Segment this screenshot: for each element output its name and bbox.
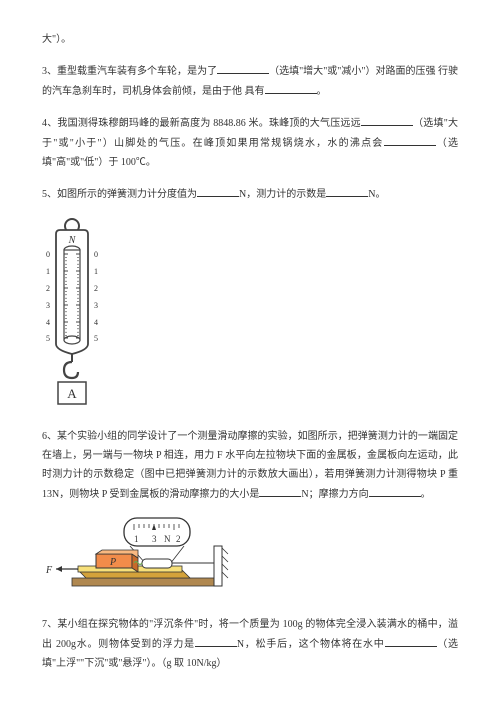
q4-blank2 (384, 133, 436, 146)
svg-text:4: 4 (46, 318, 50, 327)
svg-text:4: 4 (94, 318, 98, 327)
q3-a: 3、重型载重汽车装有多个车轮，是为了 (42, 66, 217, 77)
q3-blank1 (217, 61, 269, 74)
q4: 4、我国测得珠穆朗玛峰的最新高度为 8848.86 米。珠峰顶的大气压远远（选填… (42, 113, 458, 172)
svg-text:0: 0 (94, 250, 98, 259)
q5: 5、如图所示的弹簧测力计分度值为 N，测力计的示数是 N。 (42, 184, 458, 204)
q5-b: N，测力计的示数是 (239, 189, 326, 200)
q5-blank1 (197, 184, 239, 197)
svg-text:2: 2 (176, 534, 181, 544)
q6-blank1 (259, 484, 301, 497)
svg-text:P: P (109, 557, 116, 568)
q7-b: N，松手后，这个物体将在水中 (237, 639, 385, 650)
q6-c: 。 (421, 489, 431, 500)
q5-c: N。 (368, 189, 385, 200)
q6: 6、某个实验小组的同学设计了一个测量滑动摩擦的实验，如图所示，把弹簧测力计的一端… (42, 427, 458, 504)
q7-blank2 (385, 634, 437, 647)
svg-text:1: 1 (94, 267, 98, 276)
svg-text:1: 1 (46, 267, 50, 276)
svg-text:1: 1 (134, 534, 139, 544)
svg-text:F: F (45, 565, 53, 576)
q6-blank2 (369, 484, 421, 497)
figure-spring-scale: N (42, 216, 458, 413)
q3-blank2 (265, 81, 317, 94)
q2-tail: 大"）。 (42, 30, 458, 49)
q6-b: N；摩擦力方向 (301, 489, 368, 500)
q7: 7、某小组在探究物体的"浮沉条件"时，将一个质量为 100g 的物体完全浸入装满… (42, 615, 458, 673)
svg-text:0: 0 (46, 250, 50, 259)
q5-a: 5、如图所示的弹簧测力计分度值为 (42, 189, 197, 200)
q3: 3、重型载重汽车装有多个车轮，是为了（选填"增大"或"减小"）对路面的压强 行驶… (42, 61, 458, 101)
svg-text:2: 2 (94, 284, 98, 293)
svg-text:3: 3 (94, 301, 98, 310)
svg-text:3: 3 (152, 534, 157, 544)
svg-text:2: 2 (46, 284, 50, 293)
q7-blank1 (195, 634, 237, 647)
svg-text:5: 5 (94, 334, 98, 343)
scale-unit-label: N (68, 235, 77, 246)
figure-friction-setup: 1 3 N 2 P F (42, 516, 458, 601)
svg-text:N: N (164, 534, 171, 544)
q5-blank2 (326, 184, 368, 197)
q4-blank1 (361, 113, 413, 126)
svg-text:5: 5 (46, 334, 50, 343)
q4-a: 4、我国测得珠穆朗玛峰的最新高度为 8848.86 米。珠峰顶的大气压远远 (42, 118, 361, 129)
q3-c: 。 (317, 86, 327, 97)
box-a-label: A (67, 386, 77, 401)
svg-text:3: 3 (46, 301, 50, 310)
